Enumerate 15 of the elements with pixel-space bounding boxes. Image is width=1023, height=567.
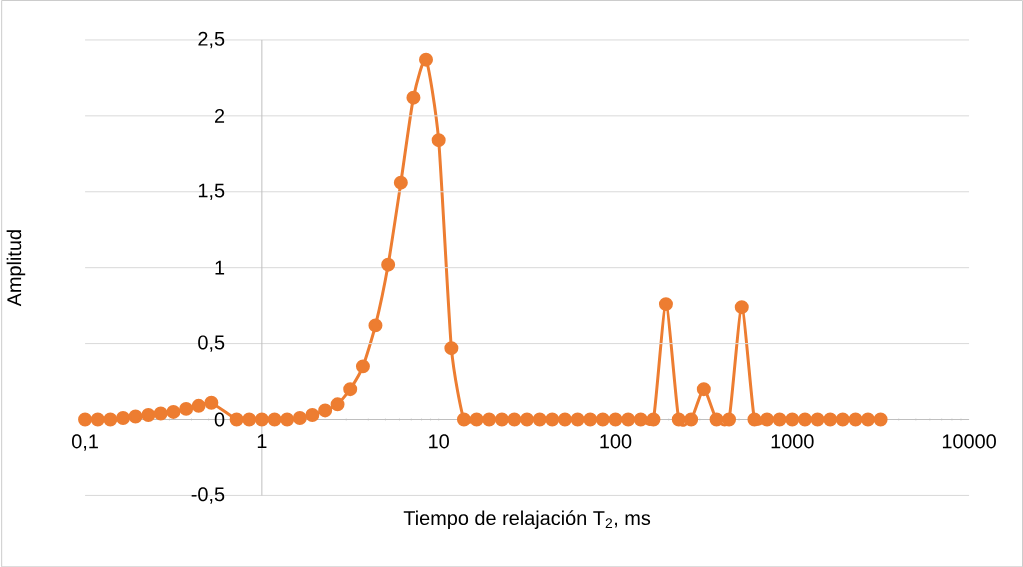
x-tick-label: 0,1 bbox=[72, 434, 98, 451]
x-tick-label: 1 bbox=[257, 434, 267, 448]
x-tick-label: 10000 bbox=[942, 434, 996, 449]
x-tick-label: 100 bbox=[600, 434, 632, 449]
x-axis-title: Tiempo de relajación T$_{2}$, ms bbox=[403, 510, 651, 529]
y-tick-label: 0,5 bbox=[198, 335, 225, 352]
y-axis-title: Amplitud bbox=[6, 230, 26, 307]
x-tick-label: 10 bbox=[429, 434, 449, 449]
y-tick-label: 2 bbox=[215, 108, 225, 123]
x-tick-label: 1000 bbox=[771, 434, 814, 449]
y-tick-label: 0 bbox=[214, 412, 225, 427]
y-tick-label: 1 bbox=[215, 260, 225, 275]
y-tick-label: 2,5 bbox=[198, 31, 225, 48]
y-tick-label: -0,5 bbox=[191, 487, 225, 504]
y-tick-label: 1,5 bbox=[198, 183, 225, 200]
